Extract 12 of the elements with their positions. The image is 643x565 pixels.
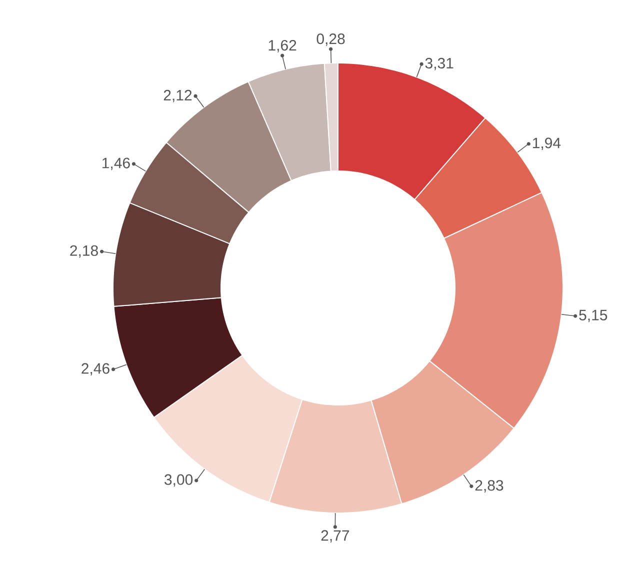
data-label: 2,12 bbox=[164, 90, 192, 102]
data-label: 2,83 bbox=[475, 480, 504, 492]
data-label: 0,28 bbox=[316, 34, 345, 46]
data-label: 2,46 bbox=[82, 363, 110, 376]
data-label: 2,18 bbox=[70, 245, 98, 258]
data-label: 2,77 bbox=[321, 530, 350, 543]
data-label: 5,15 bbox=[579, 310, 608, 322]
data-label: 1,62 bbox=[268, 40, 296, 52]
data-label: 3,00 bbox=[164, 474, 193, 487]
data-label: 1,46 bbox=[102, 158, 130, 170]
data-label: 1,94 bbox=[533, 138, 561, 150]
data-label: 3,31 bbox=[425, 58, 454, 70]
